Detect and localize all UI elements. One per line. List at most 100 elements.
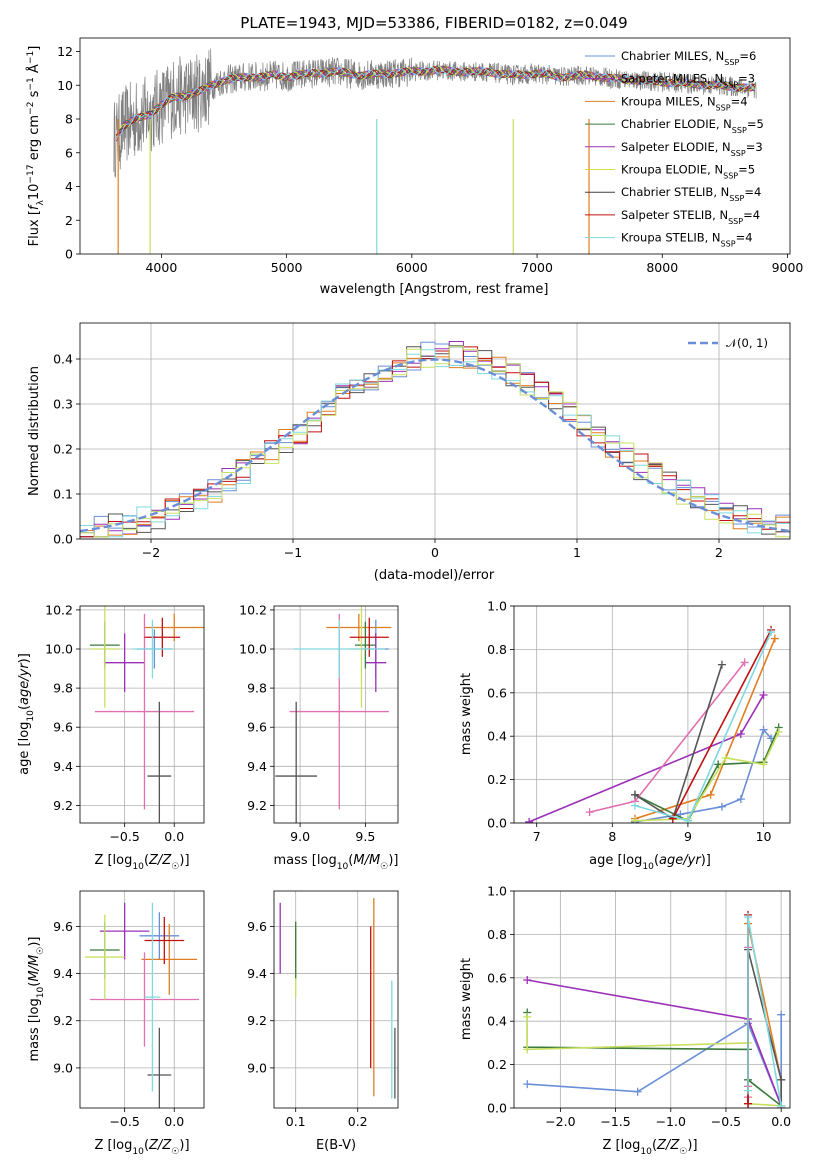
weight-line (589, 661, 746, 813)
weight-marker (767, 628, 776, 637)
y-tick-label: 4 (65, 179, 73, 194)
x-tick-label: 8 (608, 829, 616, 844)
y-tick-label: 0.2 (487, 772, 507, 787)
weight-marker (740, 658, 749, 667)
weight-line (527, 1014, 782, 1107)
EBV-vs-mass-frame (273, 890, 399, 1109)
y-tick-label: 0.8 (487, 642, 507, 657)
y-tick-label: 0.2 (487, 1057, 507, 1072)
Z-weights-plot (523, 910, 786, 1108)
weight-marker (744, 1099, 753, 1108)
x-tick-label: 9.0 (290, 829, 310, 844)
y-tick-label: 1.0 (487, 884, 507, 899)
y-tick-label: 0.6 (487, 685, 507, 700)
legend-label: Kroupa ELODIE, NSSP=5 (621, 163, 755, 181)
weight-marker (744, 913, 753, 922)
residual-histogram-frame (79, 322, 791, 540)
y-tick-label: 8 (65, 112, 73, 127)
y-tick-label: 0.4 (53, 352, 73, 367)
y-tick-label: 0.4 (487, 729, 507, 744)
x-axis-label: (data-model)/error (374, 568, 495, 583)
y-tick-label: 12 (57, 44, 73, 59)
weight-marker (630, 816, 639, 823)
y-tick-label: 9.8 (53, 681, 73, 696)
legend-label: Salpeter ELODIE, NSSP=3 (621, 140, 763, 158)
y-tick-label: 0.3 (53, 397, 73, 412)
Z-vs-mass-plot (84, 902, 200, 1108)
legend-label: Kroupa MILES, NSSP=4 (621, 94, 748, 112)
weight-marker (736, 730, 745, 739)
y-tick-label: 2 (65, 213, 73, 228)
y-tick-label: 0 (65, 247, 73, 262)
weight-marker (706, 790, 715, 799)
y-tick-label: 9.4 (53, 966, 73, 981)
Z-vs-mass-frame (79, 890, 205, 1109)
x-tick-label: −2.0 (545, 1114, 575, 1129)
x-tick-label: 4000 (145, 260, 177, 275)
y-tick-label: 0.0 (487, 1101, 507, 1116)
Z-vs-mass-axes (76, 891, 204, 1112)
model-line (116, 66, 756, 138)
legend-label: Salpeter STELIB, NSSP=4 (621, 208, 760, 226)
y-tick-label: 0.2 (53, 442, 73, 457)
y-tick-label: 9.0 (53, 1060, 73, 1075)
y-axis-label: mass weight (459, 673, 474, 755)
weight-marker (777, 1075, 786, 1084)
y-tick-label: 9.6 (53, 919, 73, 934)
y-tick-label: 10.0 (239, 642, 267, 657)
x-axis-label: wavelength [Angstrom, rest frame] (320, 282, 549, 297)
mass-vs-age-frame (273, 605, 399, 824)
weight-marker (717, 802, 726, 811)
x-tick-label: 9.5 (355, 829, 375, 844)
weight-marker (744, 1086, 753, 1095)
y-tick-label: 9.6 (53, 720, 73, 735)
weight-marker (630, 790, 639, 799)
x-tick-label: 6000 (396, 260, 428, 275)
y-tick-label: 0.8 (487, 927, 507, 942)
y-tick-label: 10.2 (239, 602, 267, 617)
weight-line (672, 629, 772, 820)
x-axis-label: Z [log10(Z/Z☉)] (94, 1138, 189, 1157)
y-tick-label: 9.4 (247, 759, 267, 774)
weight-marker (777, 1101, 786, 1108)
x-tick-label: −2 (142, 545, 160, 560)
y-tick-label: 6 (65, 145, 73, 160)
x-tick-label: 2 (715, 545, 723, 560)
y-tick-label: 9.2 (53, 798, 73, 813)
x-tick-label: 5000 (271, 260, 303, 275)
weight-line (747, 916, 782, 1106)
x-tick-label: 0.0 (164, 829, 184, 844)
Z-vs-age-frame (79, 605, 205, 824)
weight-marker (630, 801, 639, 810)
spectrum-plot (113, 48, 757, 254)
x-tick-label: 9000 (772, 260, 804, 275)
y-tick-label: 0.4 (487, 1014, 507, 1029)
x-tick-label: 9 (684, 829, 692, 844)
y-tick-label: 9.2 (247, 798, 267, 813)
x-axis-label: Z [log10(Z/Z☉)] (94, 853, 189, 872)
x-tick-label: 7000 (521, 260, 553, 275)
mass-vs-age-plot (275, 606, 392, 823)
weight-marker (523, 1080, 532, 1089)
y-tick-label: 9.4 (53, 759, 73, 774)
y-tick-label: 10 (57, 78, 73, 93)
chart-title: PLATE=1943, MJD=53386, FIBERID=0182, z=0… (240, 14, 627, 32)
y-axis-label: Flux [fλ10−17 erg cm−2 s−1 Å−1] (26, 46, 46, 247)
legend-label: Chabrier MILES, NSSP=6 (621, 49, 756, 67)
Z-vs-age-axes (76, 606, 204, 827)
x-tick-label: −1.5 (600, 1114, 630, 1129)
y-tick-label: 9.8 (247, 681, 267, 696)
legend-label: Kroupa STELIB, NSSP=4 (621, 231, 753, 249)
y-axis-label: age [log10(age/yr)] (17, 653, 36, 775)
spectrum-axes (76, 51, 788, 258)
x-axis-label: mass [log10(M/M☉)] (274, 853, 399, 872)
y-tick-label: 9.2 (247, 1013, 267, 1028)
x-axis-label: age [log10(age/yr)] (589, 853, 711, 872)
x-tick-label: 0.2 (348, 1114, 368, 1129)
y-axis-label: mass weight (459, 958, 474, 1040)
y-tick-label: 9.4 (247, 966, 267, 981)
weight-marker (759, 725, 768, 734)
legend-label: 𝒩(0, 1) (726, 336, 768, 350)
EBV-vs-mass-axes (270, 891, 398, 1112)
x-tick-label: 0.0 (771, 1114, 791, 1129)
